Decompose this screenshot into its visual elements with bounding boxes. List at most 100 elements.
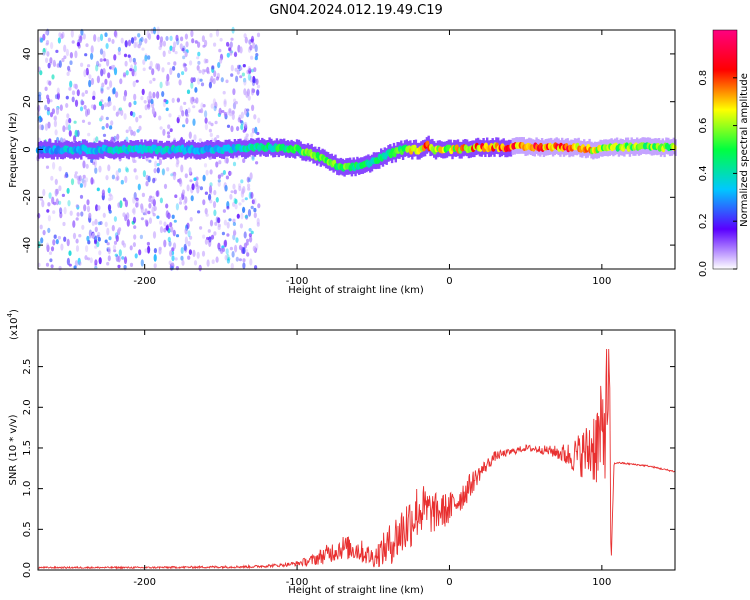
figure-title: GN04.2024.012.19.49.C19 <box>269 3 443 18</box>
noise-speckle <box>40 37 44 43</box>
noise-speckle <box>150 98 154 105</box>
x-tick-label: -200 <box>133 577 156 588</box>
noise-speckle <box>132 111 136 118</box>
noise-speckle <box>168 240 172 247</box>
noise-speckle <box>118 107 123 111</box>
noise-speckle <box>167 213 171 219</box>
noise-speckle <box>127 54 131 58</box>
noise-speckle <box>240 120 244 126</box>
noise-speckle <box>210 122 214 127</box>
noise-speckle <box>190 195 194 202</box>
x-tick-label: -100 <box>286 276 309 287</box>
noise-speckle <box>238 258 242 262</box>
noise-speckle <box>242 158 246 164</box>
noise-speckle <box>128 102 132 108</box>
noise-speckle <box>240 212 244 220</box>
noise-speckle <box>117 255 121 263</box>
noise-speckle <box>106 242 110 246</box>
noise-speckle <box>41 199 45 208</box>
noise-speckle <box>40 124 44 131</box>
noise-speckle <box>219 58 223 64</box>
noise-speckle <box>171 214 175 219</box>
noise-speckle <box>88 212 92 219</box>
noise-speckle <box>45 262 50 267</box>
noise-speckle <box>228 218 232 222</box>
noise-speckle <box>144 54 148 62</box>
noise-speckle <box>149 60 153 68</box>
noise-speckle <box>252 42 256 49</box>
noise-speckle <box>245 241 249 246</box>
noise-speckle <box>94 245 98 249</box>
noise-speckle <box>119 78 123 85</box>
noise-speckle <box>182 55 186 60</box>
noise-speckle <box>156 163 160 167</box>
noise-speckle <box>132 131 136 137</box>
noise-speckle <box>183 101 187 105</box>
noise-speckle <box>238 202 242 206</box>
noise-speckle <box>107 204 112 212</box>
noise-speckle <box>74 173 78 179</box>
noise-speckle <box>244 36 248 44</box>
y-tick-label: 0.5 <box>22 521 33 537</box>
noise-speckle <box>104 78 108 85</box>
noise-speckle <box>166 167 170 172</box>
noise-speckle <box>166 131 171 135</box>
noise-speckle <box>217 181 221 187</box>
noise-speckle <box>120 109 124 116</box>
noise-speckle <box>44 31 48 35</box>
noise-speckle <box>252 245 256 252</box>
noise-speckle <box>217 62 221 69</box>
x-tick-label: 0 <box>446 577 452 588</box>
spectrogram-heatmap <box>35 26 677 272</box>
noise-speckle <box>100 68 104 77</box>
noise-speckle <box>181 71 185 76</box>
noise-speckle <box>152 213 156 217</box>
noise-speckle <box>53 115 58 121</box>
noise-speckle <box>116 133 120 141</box>
noise-speckle <box>120 37 124 44</box>
noise-speckle <box>42 51 46 56</box>
noise-speckle <box>89 257 93 264</box>
noise-speckle <box>124 60 128 67</box>
noise-speckle <box>107 37 111 42</box>
noise-speckle <box>114 253 118 257</box>
noise-speckle <box>248 67 252 74</box>
noise-speckle <box>168 113 172 118</box>
noise-speckle <box>144 248 148 253</box>
noise-speckle <box>86 199 90 206</box>
noise-speckle <box>173 61 177 66</box>
x-tick-label: -200 <box>133 276 156 287</box>
noise-speckle <box>147 33 152 40</box>
noise-speckle <box>113 216 117 222</box>
noise-speckle <box>75 204 79 208</box>
noise-speckle <box>76 42 80 47</box>
noise-speckle <box>187 107 191 114</box>
noise-speckle <box>125 168 129 173</box>
noise-speckle <box>111 174 115 180</box>
noise-speckle <box>213 42 217 47</box>
noise-speckle <box>104 32 108 37</box>
noise-speckle <box>158 158 162 165</box>
noise-speckle <box>95 204 99 212</box>
noise-speckle <box>215 29 220 37</box>
noise-speckle <box>242 258 246 263</box>
noise-speckle <box>243 88 247 96</box>
noise-speckle <box>71 90 76 96</box>
noise-speckle <box>169 128 173 133</box>
noise-speckle <box>237 64 241 70</box>
noise-speckle <box>184 66 188 72</box>
noise-speckle <box>224 184 228 192</box>
noise-speckle <box>254 55 258 61</box>
noise-speckle <box>215 216 219 223</box>
noise-speckle <box>172 46 176 53</box>
noise-speckle <box>55 198 59 206</box>
noise-speckle <box>148 217 152 224</box>
noise-speckle <box>226 205 230 210</box>
noise-speckle <box>163 183 168 189</box>
noise-speckle <box>142 67 146 72</box>
noise-speckle <box>148 91 152 99</box>
noise-speckle <box>38 94 42 103</box>
noise-speckle <box>108 236 112 241</box>
noise-speckle <box>104 221 108 228</box>
noise-speckle <box>203 163 208 168</box>
